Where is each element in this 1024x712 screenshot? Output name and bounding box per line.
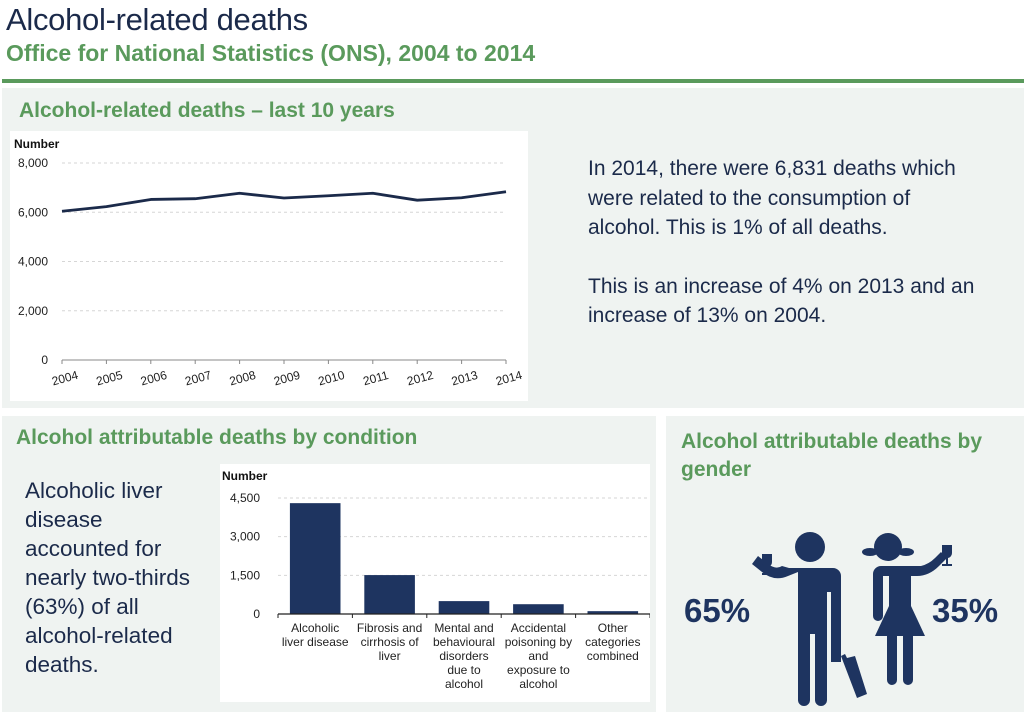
male-percentage: 65% <box>684 592 751 629</box>
trend-summary-paragraph-2: This is an increase of 4% on 2013 and an… <box>588 274 975 328</box>
line-chart: Number 0 2,000 4,000 6,000 8,000 2004 2005 2006 2… <box>14 137 524 389</box>
bar-chart-category-label: Alcoholic liver disease <box>282 621 349 649</box>
bar-chart-category-label-line: Accidental <box>511 621 566 635</box>
condition-panel: Alcohol attributable deaths by condition… <box>2 416 656 712</box>
bar-chart-bar <box>587 611 639 614</box>
bar-chart-category-label-line: cirrhosis of <box>361 635 420 649</box>
condition-summary: Alcoholic liver disease accounted for ne… <box>25 478 191 677</box>
line-chart-y-tick-label: 6,000 <box>18 205 48 219</box>
male-wine-glass-icon <box>761 554 773 575</box>
male-body <box>752 556 841 706</box>
bar-chart-bar <box>289 503 341 614</box>
bar-chart-bar <box>364 575 415 614</box>
bar-chart-category-label-line: due to <box>447 663 481 677</box>
female-pigtail-left <box>862 548 878 556</box>
line-chart-y-tick-label: 2,000 <box>18 304 48 318</box>
bar-chart-category-label-line: and <box>528 649 548 663</box>
bar-chart-category-label-line: disorders <box>439 649 488 663</box>
trend-summary-paragraph-1: In 2014, there were 6,831 deaths which w… <box>588 157 956 239</box>
line-chart-x-tick-label: 2007 <box>183 368 213 389</box>
female-percentage: 35% <box>932 592 999 629</box>
bar-chart-y-tick-label: 1,500 <box>230 568 260 582</box>
bar-chart-category-label-line: categories <box>585 635 640 649</box>
bar-chart-category-label: Mental and behavioural disorders due to alco… <box>433 621 495 691</box>
bar-chart-container: Number 0 1,500 3,000 4,500 Alcoholic liver dis… <box>220 464 651 702</box>
bar-chart-category-label: Accidental poisoning by and exposure to alco… <box>505 621 572 691</box>
line-chart-x-tick-label: 2004 <box>50 368 80 389</box>
bar-chart-y-tick-label: 0 <box>253 607 260 621</box>
line-chart-x-tick-label: 2008 <box>228 368 258 389</box>
line-chart-y-tick-label: 8,000 <box>18 156 48 170</box>
bar-chart-category-label-line: liver disease <box>282 635 349 649</box>
trend-panel-title: Alcohol-related deaths – last 10 years <box>19 99 395 122</box>
bar-chart-category-label: Fibrosis and cirrhosis of liver <box>357 621 422 663</box>
bar-chart-category-label-line: combined <box>587 649 639 663</box>
gender-figures <box>752 532 953 706</box>
bar-chart-category-label-line: Fibrosis and <box>357 621 422 635</box>
line-chart-x-tick-label: 2014 <box>494 368 524 389</box>
line-chart-x-tick-label: 2009 <box>272 368 302 389</box>
female-pigtail-right <box>898 548 914 556</box>
line-chart-x-tick-label: 2005 <box>95 368 125 389</box>
bottle-icon <box>841 654 867 698</box>
header-divider <box>2 79 1024 83</box>
female-wine-glass-icon <box>941 545 953 566</box>
line-chart-x-tick-label: 2013 <box>450 368 480 389</box>
line-chart-container: Number 0 2,000 4,000 6,000 8,000 2004 2005 2006 2… <box>10 131 528 401</box>
bar-chart-category-label: Other categories combined <box>585 621 640 663</box>
line-chart-x-tick-label: 2006 <box>139 368 169 389</box>
line-chart-x-tick-label: 2012 <box>405 368 435 389</box>
bar-chart-bar <box>513 604 564 614</box>
gender-panel-title: Alcohol attributable deaths by gender <box>681 430 983 481</box>
bar-chart-y-tick-label: 3,000 <box>230 530 260 544</box>
male-head <box>795 532 825 562</box>
bar-chart-y-tick-label: 4,500 <box>230 491 260 505</box>
bar-chart-y-axis-label: Number <box>222 469 268 483</box>
bar-chart-category-label-line: behavioural <box>433 635 495 649</box>
female-figure-icon <box>862 533 953 685</box>
bar-chart-category-label-line: Other <box>598 621 628 635</box>
bar-chart-category-label-line: Mental and <box>434 621 493 635</box>
bar-chart-category-label-line: Alcoholic <box>291 621 339 635</box>
bar-chart-category-label-line: alcohol <box>445 677 483 691</box>
trend-panel: Alcohol-related deaths – last 10 years N… <box>2 88 1024 408</box>
female-body <box>871 552 947 685</box>
line-chart-y-axis-label: Number <box>14 137 60 151</box>
line-chart-series-line <box>61 190 507 213</box>
bar-chart-category-label-line: exposure to <box>507 663 570 677</box>
trend-summary: In 2014, there were 6,831 deaths which w… <box>588 154 988 331</box>
male-figure-icon <box>752 532 867 706</box>
condition-panel-title: Alcohol attributable deaths by condition <box>16 426 418 449</box>
line-chart-y-tick-label: 0 <box>41 353 48 367</box>
page-title: Alcohol-related deaths <box>6 2 308 37</box>
bar-chart-bar <box>438 601 490 614</box>
gender-panel: Alcohol attributable deaths by gender 65… <box>666 416 1024 712</box>
bar-chart-category-label-line: poisoning by <box>505 635 572 649</box>
bar-chart-category-label-line: alcohol <box>519 677 557 691</box>
page-subtitle: Office for National Statistics (ONS), 20… <box>6 40 536 66</box>
line-chart-y-tick-label: 4,000 <box>18 255 48 269</box>
line-chart-x-tick-label: 2010 <box>317 368 347 389</box>
bar-chart-category-label-line: liver <box>379 649 401 663</box>
line-chart-x-tick-label: 2011 <box>361 368 390 388</box>
female-head <box>874 533 902 561</box>
